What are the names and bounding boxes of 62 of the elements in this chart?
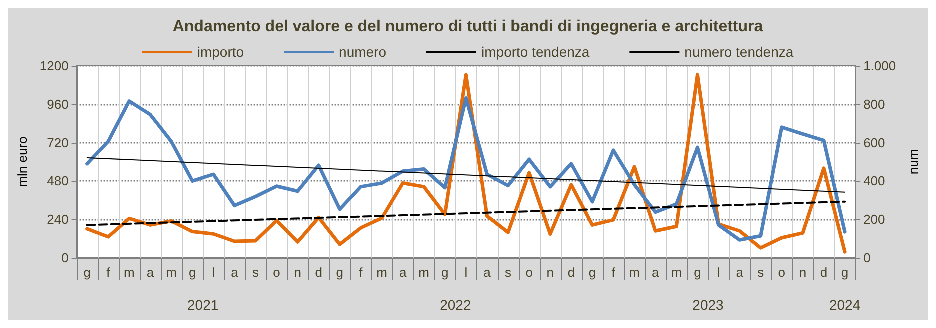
y2-tick-label: 800	[864, 96, 886, 112]
y2-tick-label: 600	[864, 135, 886, 150]
x-tick-label: f	[106, 265, 111, 280]
x-tick-label: g	[694, 265, 702, 280]
text: 2021	[188, 297, 219, 313]
x-tick-label: g	[188, 265, 196, 280]
x-tick-label: a	[736, 265, 744, 280]
x-tick-label: m	[124, 265, 135, 280]
line-series	[86, 96, 847, 242]
x-tick-label: g	[84, 265, 91, 280]
x-tick-label: n	[799, 265, 807, 280]
x-tick-label: f	[612, 265, 616, 280]
y2-tick-label: 200	[864, 212, 886, 228]
y-tick-label: 960	[47, 96, 69, 112]
x-tick-label: a	[484, 265, 492, 280]
x-tick-label: g	[588, 265, 596, 280]
x-tick-label: m	[166, 265, 177, 280]
x-tick-label: l	[212, 265, 216, 280]
x-tick-label: o	[526, 265, 533, 280]
y2-tick-label: 0	[864, 250, 871, 266]
y-tick-label: 480	[47, 174, 69, 189]
chart-title: Andamento del valore e del numero di tutti i bandi di ingegneria e architettura	[172, 18, 764, 36]
x-tick-label: l	[464, 265, 468, 280]
y-axis-title: mln euro	[15, 136, 30, 188]
y2-tick-label: 400	[864, 174, 886, 189]
legend-label: numero	[339, 44, 387, 60]
y-tick-label: 1200	[40, 58, 69, 74]
y2-axis-title: num	[906, 149, 921, 175]
y2-tick-label: 1.000	[864, 58, 896, 74]
x-tick-label: f	[359, 265, 364, 280]
x-tick-label: n	[546, 265, 554, 280]
legend-label: numero tendenza	[684, 44, 794, 60]
x-tick-label: m	[376, 265, 388, 280]
x-tick-label: s	[758, 265, 765, 280]
text: 2023	[692, 297, 724, 313]
line-series	[86, 73, 847, 254]
y-tick-label: 240	[47, 212, 69, 228]
x-tick-label: s	[505, 265, 512, 280]
x-tick-label: d	[820, 265, 828, 280]
x-tick-label: a	[399, 265, 408, 280]
x-tick-label: m	[418, 265, 430, 280]
legend-label: importo	[197, 44, 244, 60]
text: 2024	[829, 297, 861, 313]
x-tick-label: g	[336, 265, 344, 280]
x-tick-label: l	[717, 265, 720, 280]
x-tick-label: a	[652, 265, 660, 280]
x-tick-label: g	[442, 265, 449, 280]
x-tick-label: n	[294, 265, 302, 280]
text: 2022	[440, 297, 472, 313]
x-tick-label: o	[778, 265, 786, 280]
x-tick-label: m	[629, 265, 640, 280]
legend-label: importo tendenza	[482, 44, 590, 60]
x-tick-label: a	[146, 265, 155, 280]
x-tick-label: m	[671, 265, 682, 280]
x-tick-label: a	[231, 265, 240, 280]
y-tick-label: 0	[62, 250, 69, 266]
y-tick-label: 720	[47, 135, 69, 150]
x-tick-label: d	[568, 265, 576, 280]
x-tick-label: o	[273, 265, 280, 280]
x-tick-label: s	[252, 265, 260, 280]
x-tick-label: d	[315, 265, 322, 280]
x-tick-label: g	[841, 265, 849, 280]
